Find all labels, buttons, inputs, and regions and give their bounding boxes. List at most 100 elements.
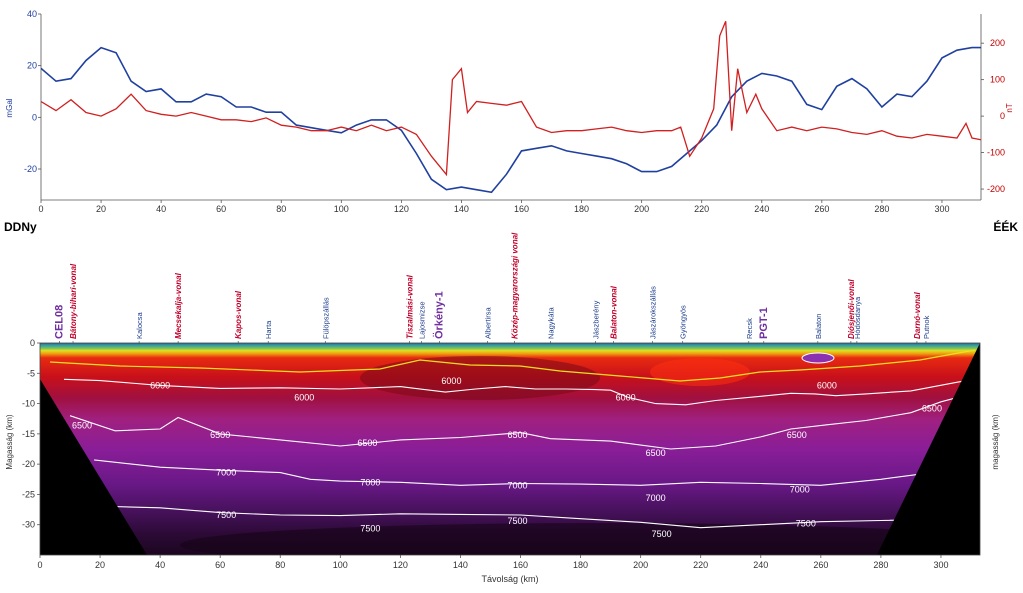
right-y-tick-label: 200 <box>990 38 1005 48</box>
end-label-right: ÉÉK <box>993 219 1018 234</box>
red-anomaly <box>360 356 600 400</box>
x-tick-label: 40 <box>155 560 165 570</box>
x-tick-label: 120 <box>393 560 408 570</box>
top-x-ticks: 0 20 40 60 80 100 120 140 160 180 200 220 240 260 280 3… <box>38 200 949 214</box>
x-tick-label: 200 <box>633 560 648 570</box>
location-label: CEL08 <box>54 305 66 339</box>
contour-label: 7500 <box>216 510 236 520</box>
location-label: Harta <box>264 320 273 339</box>
y-tick-label: -5 <box>27 368 35 378</box>
purple-body <box>801 352 835 364</box>
contour-label: 6500 <box>210 430 230 440</box>
right-mask <box>877 343 980 555</box>
y-tick-label: 0 <box>30 338 35 348</box>
x-tick-label: 300 <box>933 560 948 570</box>
gravity-series-line <box>41 46 981 194</box>
location-label: Darnó-vonal <box>913 292 922 339</box>
x-tick-label: 80 <box>275 560 285 570</box>
location-label: Nagykáta <box>547 306 556 339</box>
contour-label: 6000 <box>150 380 170 390</box>
right-y-tick-label: 0 <box>1000 111 1005 121</box>
velocity-contours: 6000 6000 6000 6000 6000 6500 6500 6500 6500 6500… <box>63 376 980 539</box>
contour-label: 6000 <box>616 393 636 403</box>
x-tick-label: 140 <box>454 204 469 214</box>
contour-label: 7000 <box>646 493 666 503</box>
location-label: Balaton <box>814 314 823 339</box>
bottom-y-ticks: 0 -5 -10 -15 -20 -25 -30 <box>22 338 40 530</box>
x-tick-label: 300 <box>934 204 949 214</box>
location-labels: CEL08 Bátony-bihari-vonal Kalocsa Mecsekalj… <box>54 232 931 345</box>
x-tick-label: 180 <box>573 560 588 570</box>
x-tick-label: 200 <box>634 204 649 214</box>
contour-label: 6000 <box>441 376 461 386</box>
x-tick-label: 80 <box>276 204 286 214</box>
contour-label: 7000 <box>507 480 527 490</box>
left-mask <box>40 379 147 555</box>
y-axis-label: Magasság (km) <box>5 414 14 469</box>
location-label: PGT-1 <box>758 307 770 339</box>
x-tick-label: 20 <box>96 204 106 214</box>
left-y-tick-label: -20 <box>24 164 37 174</box>
location-label: Putnok <box>922 315 931 339</box>
x-tick-label: 40 <box>156 204 166 214</box>
contour-label: 7500 <box>652 529 672 539</box>
x-tick-label: 160 <box>513 560 528 570</box>
location-label: Örkény-1 <box>432 291 445 339</box>
y-tick-label: -20 <box>22 459 35 469</box>
left-y-tick-label: 40 <box>27 9 37 19</box>
x-tick-label: 100 <box>333 560 348 570</box>
x-tick-label: 20 <box>95 560 105 570</box>
contour-label: 7000 <box>360 477 380 487</box>
x-tick-label: 0 <box>37 560 42 570</box>
contour-line-7000 <box>94 459 980 486</box>
contour-label: 6500 <box>507 430 527 440</box>
location-label: Kalocsa <box>135 311 144 339</box>
x-tick-label: 260 <box>814 204 829 214</box>
right-axis-label: nT <box>1005 103 1014 112</box>
red-anomaly <box>650 358 750 386</box>
left-axis-label: mGal <box>5 98 14 117</box>
location-label: Mecsekalja-vonal <box>174 272 183 339</box>
location-label: Balaton-vonal <box>610 285 619 339</box>
location-label: Bátony-bihari-vonal <box>69 263 78 339</box>
x-tick-label: 120 <box>394 204 409 214</box>
contour-label: 7500 <box>796 519 816 529</box>
contour-label: 6500 <box>787 430 807 440</box>
potential-field-panel: 0 20 40 60 80 100 120 140 160 180 200 220 240 260 280 3… <box>4 9 1018 234</box>
x-tick-label: 280 <box>873 560 888 570</box>
contour-label: 6000 <box>817 380 837 390</box>
location-label: Kapos-vonal <box>234 290 243 339</box>
contour-label: 6000 <box>294 393 314 403</box>
x-tick-label: 60 <box>216 204 226 214</box>
contour-label: 6500 <box>922 403 942 413</box>
location-label: Albertirsa <box>483 306 492 339</box>
left-y-tick-label: 20 <box>27 61 37 71</box>
velocity-section-panel: 6000600060006000600065006500650065006500… <box>5 338 1000 584</box>
location-label: Tiszalmási-vonal <box>405 274 414 339</box>
contour-label: 7000 <box>216 468 236 478</box>
contour-label: 6500 <box>646 448 666 458</box>
contour-label: 7500 <box>360 523 380 533</box>
x-tick-label: 0 <box>38 204 43 214</box>
x-tick-label: 100 <box>334 204 349 214</box>
location-label: Lajosmizse <box>417 301 426 339</box>
x-tick-label: 140 <box>453 560 468 570</box>
bottom-x-ticks: 0 20 40 60 80 100 120 140 160 180 200 220 240 260 280 3… <box>37 555 948 570</box>
x-tick-label: 240 <box>754 204 769 214</box>
contour-line-6000 <box>63 377 980 406</box>
x-tick-label: 280 <box>874 204 889 214</box>
y-tick-label: -30 <box>22 520 35 530</box>
left-y-tick-label: 0 <box>32 112 37 122</box>
right-y-tick-label: -200 <box>987 184 1005 194</box>
location-label: Diósjenői-vonal <box>847 279 856 339</box>
x-tick-label: 260 <box>813 560 828 570</box>
y-axis-label-right: magasság (km) <box>991 414 1000 469</box>
contour-line-6500 <box>69 390 980 450</box>
dark-basement <box>180 523 980 555</box>
y-tick-label: -15 <box>22 429 35 439</box>
contour-line-7500 <box>112 505 980 529</box>
top-left-y-ticks: -20 0 20 40 <box>24 9 41 174</box>
x-tick-label: 60 <box>215 560 225 570</box>
location-label: Fülöpszállás <box>321 297 330 339</box>
